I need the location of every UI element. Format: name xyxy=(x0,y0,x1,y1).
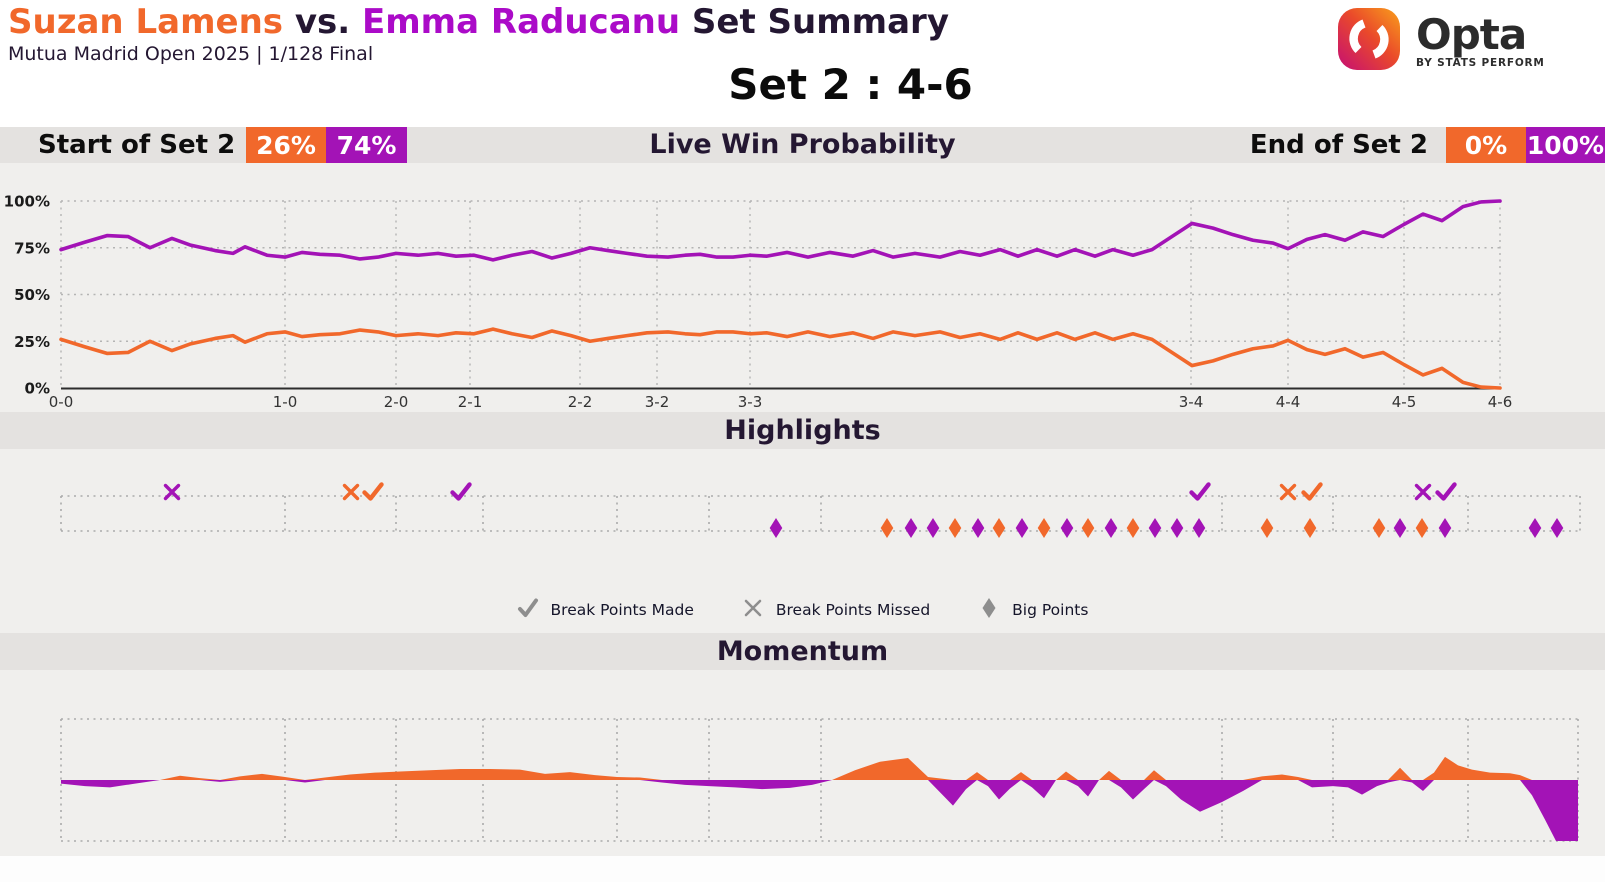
momentum-chart xyxy=(60,718,1579,842)
start-of-set-label: Start of Set 2 xyxy=(38,130,236,160)
svg-text:4-5: 4-5 xyxy=(1392,393,1417,411)
momentum-title: Momentum xyxy=(716,636,889,667)
start-orange-percentage-badge: 26% xyxy=(246,127,326,163)
legend-label: Break Points Made xyxy=(550,601,694,619)
win-probability-header-bar: Live Win Probability Start of Set 2 26% … xyxy=(0,127,1605,163)
svg-text:25%: 25% xyxy=(14,333,50,351)
legend-label: Break Points Missed xyxy=(775,601,931,619)
end-orange-percentage-badge: 0% xyxy=(1446,127,1526,163)
legend-label: Big Points xyxy=(1012,601,1089,619)
win-probability-chart: 0% 25% 50% 75% 100% 0-0 1-0 2-0 2-1 2-2 3-2 3-3 3-4 4… xyxy=(4,193,1513,412)
legend-break-points-missed: Break Points Missed xyxy=(742,597,930,623)
stats-perform-byline: BY STATS PERFORM xyxy=(1416,56,1545,69)
highlights-chart xyxy=(60,482,1581,538)
highlights-legend: Break Points Made Break Points Missed Bi… xyxy=(0,597,1605,623)
svg-text:100%: 100% xyxy=(4,193,50,211)
svg-text:4-4: 4-4 xyxy=(1276,393,1301,411)
svg-text:0-0: 0-0 xyxy=(49,393,74,411)
svg-text:2-2: 2-2 xyxy=(568,393,593,411)
player1-name: Suzan Lamens xyxy=(8,2,284,42)
opta-logo-text: Opta BY STATS PERFORM xyxy=(1416,9,1545,69)
title-suffix: Set Summary xyxy=(691,2,949,42)
header: Suzan Lamens vs. Emma Raducanu Set Summa… xyxy=(8,2,949,66)
svg-text:3-4: 3-4 xyxy=(1179,393,1204,411)
highlights-header-bar: Highlights xyxy=(0,412,1605,449)
opta-logo: Opta BY STATS PERFORM xyxy=(1336,6,1545,76)
bottom-margin xyxy=(0,856,1605,882)
start-purple-percentage-badge: 74% xyxy=(326,127,407,163)
end-purple-percentage-badge: 100% xyxy=(1526,127,1605,163)
svg-text:2-1: 2-1 xyxy=(458,393,483,411)
player2-name: Emma Raducanu xyxy=(362,2,681,42)
vs-text: vs. xyxy=(294,2,351,42)
svg-text:2-0: 2-0 xyxy=(384,393,409,411)
svg-text:3-2: 3-2 xyxy=(645,393,670,411)
page-title: Suzan Lamens vs. Emma Raducanu Set Summa… xyxy=(8,2,949,42)
set-score: Set 2 : 4-6 xyxy=(728,60,973,109)
opta-logo-icon xyxy=(1336,6,1402,76)
end-of-set-label: End of Set 2 xyxy=(1249,130,1428,160)
svg-text:3-3: 3-3 xyxy=(738,393,763,411)
match-subtitle: Mutua Madrid Open 2025 | 1/128 Final xyxy=(8,43,374,66)
momentum-header-bar: Momentum xyxy=(0,633,1605,670)
svg-text:50%: 50% xyxy=(14,286,50,304)
chart-background xyxy=(0,127,1605,856)
legend-big-points: Big Points xyxy=(978,597,1088,623)
svg-text:75%: 75% xyxy=(14,239,50,257)
highlights-title: Highlights xyxy=(724,415,881,446)
opta-brand: Opta xyxy=(1416,9,1527,59)
diamond-icon xyxy=(978,597,1000,623)
svg-text:1-0: 1-0 xyxy=(273,393,298,411)
x-icon xyxy=(742,597,764,623)
svg-text:4-6: 4-6 xyxy=(1488,393,1513,411)
svg-text:0%: 0% xyxy=(25,380,50,398)
live-win-probability-title: Live Win Probability xyxy=(649,129,956,160)
legend-break-points-made: Break Points Made xyxy=(517,597,694,623)
check-icon xyxy=(517,597,539,623)
